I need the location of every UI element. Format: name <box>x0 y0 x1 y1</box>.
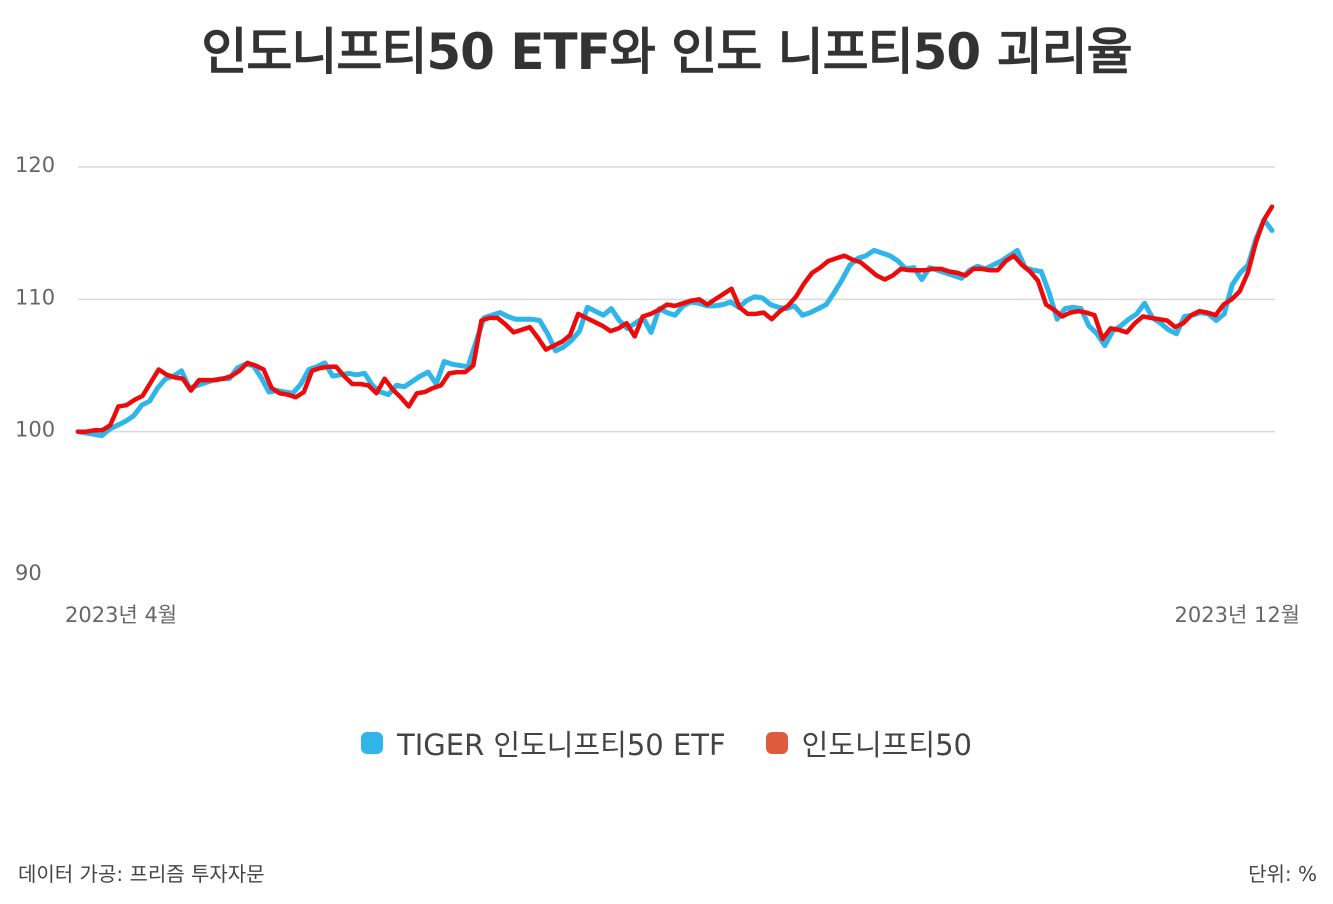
y-tick-label-90: 90 <box>15 561 42 585</box>
unit-note: 단위: % <box>1248 862 1317 886</box>
legend-swatch-etf <box>361 732 383 754</box>
legend-item-index[interactable]: 인도니프티50 <box>765 722 972 764</box>
series-line-etf <box>75 217 1275 439</box>
legend-swatch-index <box>765 732 788 754</box>
chart-legend: TIGER 인도니프티50 ETF 인도니프티50 <box>0 722 1333 764</box>
y-tick-label-100: 100 <box>15 418 55 442</box>
legend-item-etf[interactable]: TIGER 인도니프티50 ETF <box>361 722 726 764</box>
chart-title: 인도니프티50 ETF와 인도 니프티50 괴리율 <box>201 23 1132 81</box>
series-line-index <box>75 204 1275 434</box>
x-tick-label-1: 2023년 12월 <box>1175 603 1300 627</box>
line-chart: 90 100 110 120 2023년 4월 2023년 12월 <box>15 153 1300 627</box>
legend-label-etf: TIGER 인도니프티50 ETF <box>397 728 726 762</box>
y-tick-label-110: 110 <box>15 285 55 309</box>
x-tick-label-0: 2023년 4월 <box>65 603 177 627</box>
legend-label-index: 인도니프티50 <box>801 728 972 762</box>
y-tick-label-120: 120 <box>15 153 55 177</box>
data-source-note: 데이터 가공: 프리즘 투자자문 <box>18 862 265 886</box>
